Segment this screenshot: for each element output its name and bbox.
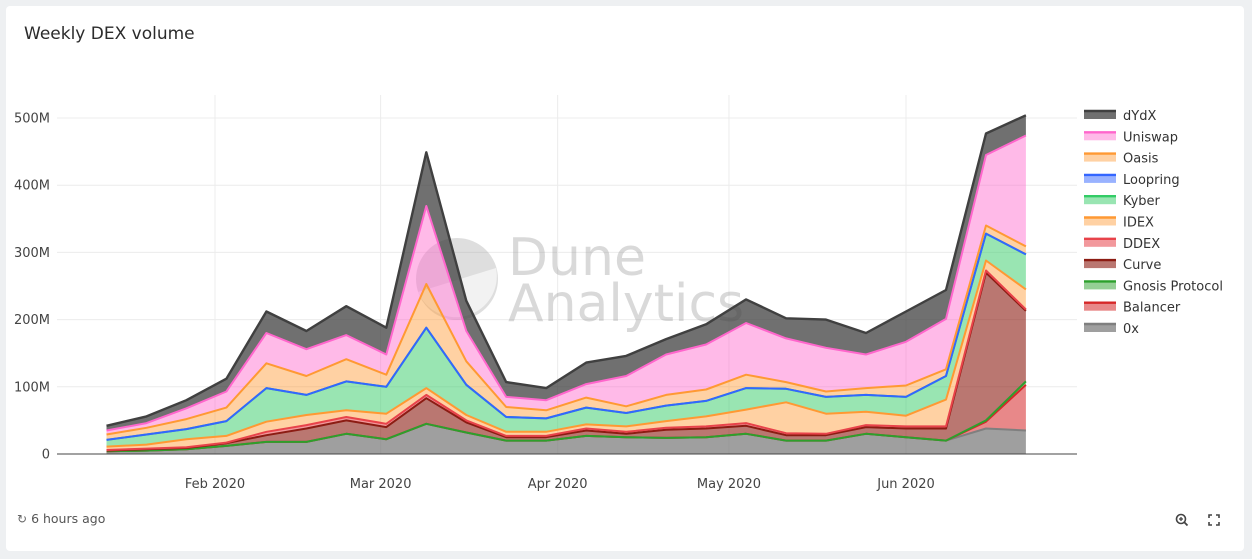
line-dydx — [106, 114, 1027, 427]
y-tick-label: 300M — [14, 246, 50, 261]
line-gnosis-protocol — [106, 380, 1027, 453]
x-tick-label: Jun 2020 — [876, 477, 935, 492]
legend-swatch — [1084, 111, 1116, 119]
lines — [106, 114, 1027, 453]
watermark-line1: Dune — [508, 228, 646, 288]
areas — [106, 115, 1026, 454]
y-tick-label: 100M — [14, 380, 50, 395]
line-uniswap — [106, 134, 1027, 432]
legend: dYdX Uniswap Oasis Loopring Kyber IDEX DDEX Cur… — [1084, 109, 1223, 337]
x-tick-label: Mar 2020 — [350, 477, 412, 492]
legend-swatch — [1084, 260, 1116, 269]
legend-label: Gnosis Protocol — [1123, 279, 1223, 294]
legend-label: dYdX — [1123, 109, 1156, 124]
legend-swatch — [1084, 324, 1116, 332]
line-oasis — [106, 224, 1027, 436]
legend-label: Curve — [1123, 258, 1161, 273]
x-tick-label: Apr 2020 — [528, 477, 588, 492]
y-tick-label: 400M — [14, 179, 50, 194]
zoom-in-icon[interactable] — [1174, 512, 1190, 528]
legend-label: Uniswap — [1123, 130, 1178, 145]
x-tick-label: Feb 2020 — [185, 477, 245, 492]
area-curve — [106, 272, 1026, 452]
legend-label: Kyber — [1123, 194, 1161, 209]
legend-label: Loopring — [1123, 173, 1180, 188]
timestamp-text: 6 hours ago — [31, 511, 106, 526]
line-idex — [106, 259, 1027, 448]
legend-swatch — [1084, 153, 1116, 162]
legend-label: IDEX — [1123, 216, 1154, 231]
legend-label: DDEX — [1123, 237, 1160, 252]
line-loopring — [106, 232, 1027, 441]
line-ddex — [106, 269, 1027, 451]
y-tick-label: 500M — [14, 112, 50, 127]
legend-label: 0x — [1123, 322, 1139, 337]
legend-swatch — [1084, 217, 1116, 226]
chart-card: Weekly DEX volume — [6, 6, 1244, 551]
area-oasis — [106, 225, 1026, 440]
legend-swatch — [1084, 302, 1116, 311]
area-uniswap — [106, 135, 1026, 435]
area-kyber — [106, 233, 1026, 447]
x-tick-label: May 2020 — [697, 477, 761, 492]
refresh-icon[interactable]: ↻ — [17, 511, 28, 526]
y-tick-label: 0 — [42, 448, 50, 463]
axes: 0 100M 200M 300M 400M 500M Feb 2020 Mar 2020 Apr… — [14, 112, 1077, 492]
legend-swatch — [1084, 281, 1116, 290]
chart-title: Weekly DEX volume — [24, 24, 195, 44]
legend-label: Oasis — [1123, 152, 1159, 167]
legend-swatch — [1084, 174, 1116, 183]
legend-swatch — [1084, 132, 1116, 141]
y-tick-label: 200M — [14, 313, 50, 328]
legend-swatch — [1084, 196, 1116, 205]
timestamp: ↻ 6 hours ago — [17, 511, 105, 526]
legend-swatch — [1084, 238, 1116, 247]
area-dydx — [106, 115, 1026, 431]
fullscreen-icon[interactable] — [1206, 512, 1222, 528]
line-curve — [106, 271, 1027, 452]
legend-label: Balancer — [1123, 301, 1181, 316]
